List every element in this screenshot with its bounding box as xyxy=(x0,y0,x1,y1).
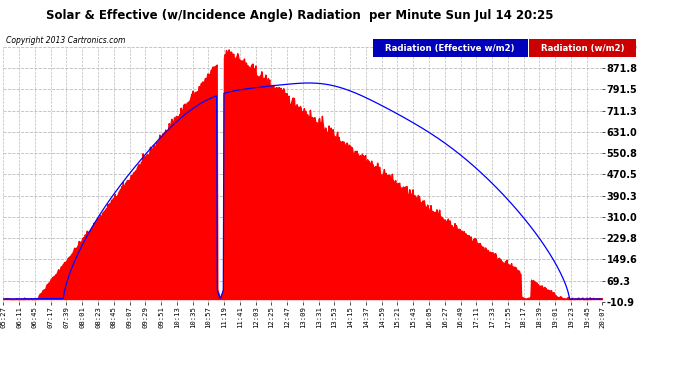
Text: Radiation (w/m2): Radiation (w/m2) xyxy=(541,44,624,53)
Text: Copyright 2013 Cartronics.com: Copyright 2013 Cartronics.com xyxy=(6,36,125,45)
Text: Radiation (Effective w/m2): Radiation (Effective w/m2) xyxy=(386,44,515,53)
Text: Solar & Effective (w/Incidence Angle) Radiation  per Minute Sun Jul 14 20:25: Solar & Effective (w/Incidence Angle) Ra… xyxy=(46,9,554,22)
